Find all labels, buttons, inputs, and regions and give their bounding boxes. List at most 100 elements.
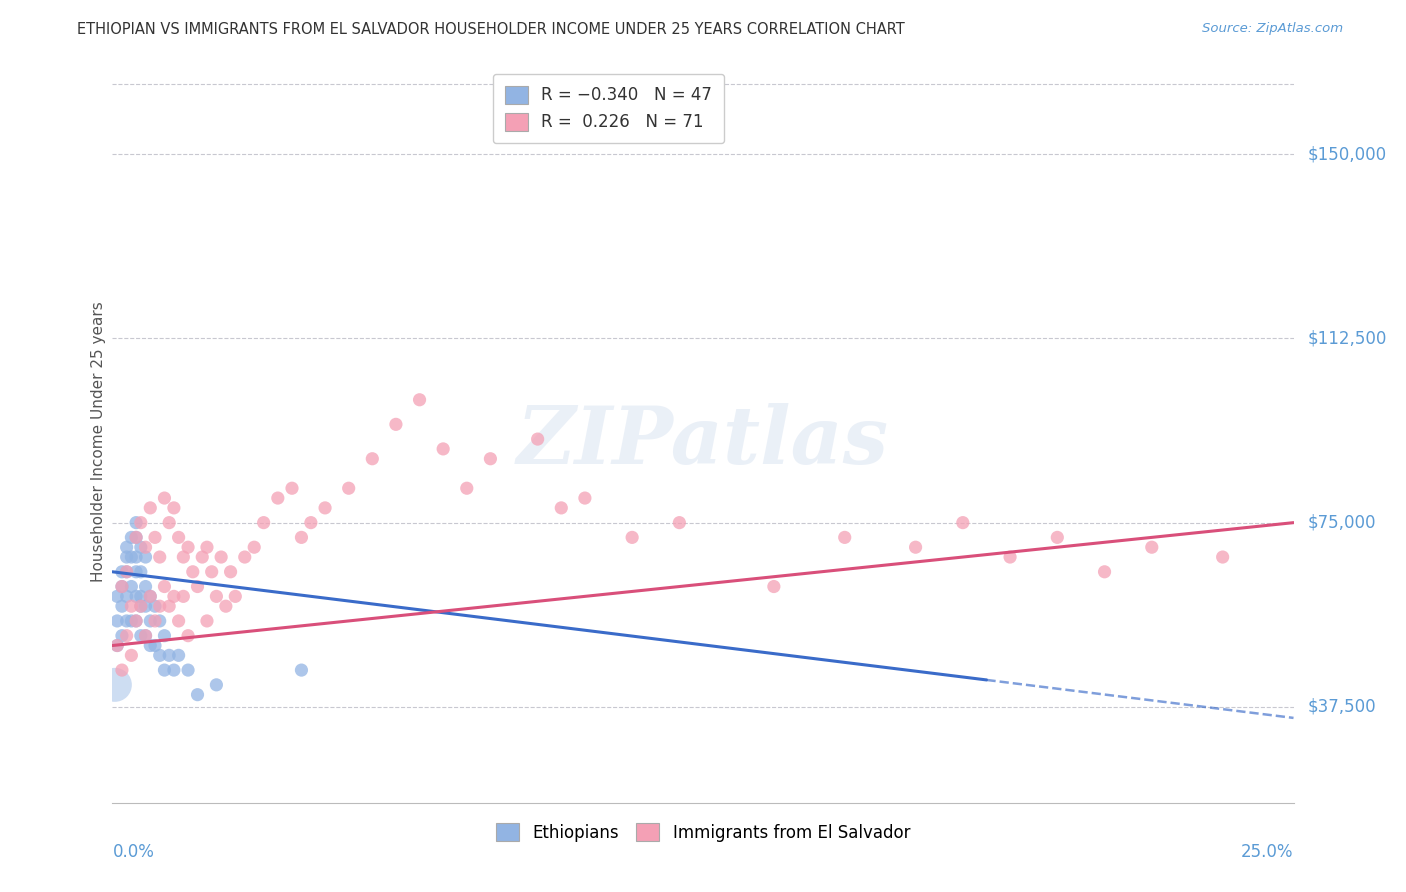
Point (408, 392, 430, 407)
Point (125, 590, 148, 604)
Point (125, 516, 148, 530)
Point (479, 451, 502, 466)
Point (163, 500, 186, 515)
Point (177, 540, 200, 554)
Text: ETHIOPIAN VS IMMIGRANTS FROM EL SALVADOR HOUSEHOLDER INCOME UNDER 25 YEARS CORRE: ETHIOPIAN VS IMMIGRANTS FROM EL SALVADOR… (77, 22, 905, 37)
Point (191, 549, 214, 564)
Point (143, 614, 166, 628)
Point (167, 614, 190, 628)
Point (120, 614, 142, 628)
Point (177, 663, 200, 677)
Point (129, 599, 152, 614)
Point (267, 491, 290, 505)
Point (135, 629, 157, 643)
Point (125, 530, 148, 544)
Point (224, 590, 246, 604)
Point (115, 629, 138, 643)
Point (153, 580, 176, 594)
Text: $37,500: $37,500 (1308, 698, 1376, 716)
Point (115, 540, 138, 554)
Point (120, 599, 142, 614)
Point (290, 530, 312, 544)
Point (115, 614, 138, 628)
Text: $75,000: $75,000 (1308, 514, 1376, 532)
Point (167, 648, 190, 663)
Point (456, 481, 478, 495)
Point (153, 629, 176, 643)
Point (195, 540, 218, 554)
Point (167, 530, 190, 544)
Point (111, 565, 134, 579)
Point (361, 451, 384, 466)
Point (105, 614, 128, 628)
Point (139, 614, 162, 628)
Point (186, 688, 208, 702)
Point (998, 549, 1021, 564)
Point (550, 500, 572, 515)
Point (172, 549, 194, 564)
Point (135, 540, 157, 554)
Point (111, 580, 134, 594)
Point (385, 417, 408, 432)
Point (181, 565, 204, 579)
Point (143, 530, 166, 544)
Point (186, 580, 208, 594)
Point (952, 516, 974, 530)
Point (314, 500, 336, 515)
Point (105, 590, 128, 604)
Point (129, 516, 152, 530)
Point (172, 590, 194, 604)
Point (290, 663, 312, 677)
Point (299, 516, 322, 530)
Point (209, 549, 232, 564)
Point (574, 491, 596, 505)
Point (1212, 549, 1234, 564)
Point (163, 590, 186, 604)
Point (125, 614, 148, 628)
Point (125, 614, 148, 628)
Point (111, 580, 134, 594)
Point (1046, 530, 1069, 544)
Y-axis label: Householder Income Under 25 years: Householder Income Under 25 years (90, 301, 105, 582)
Point (125, 549, 148, 564)
Legend: Ethiopians, Immigrants from El Salvador: Ethiopians, Immigrants from El Salvador (489, 817, 917, 848)
Point (195, 614, 218, 628)
Point (157, 648, 180, 663)
Point (135, 580, 157, 594)
Point (120, 549, 142, 564)
Point (111, 629, 134, 643)
Point (163, 663, 186, 677)
Point (120, 580, 142, 594)
Point (432, 442, 454, 456)
Point (149, 599, 172, 614)
Point (115, 565, 138, 579)
Point (337, 481, 360, 495)
Point (243, 540, 266, 554)
Point (104, 678, 127, 692)
Point (157, 516, 180, 530)
Point (115, 565, 138, 579)
Point (135, 629, 157, 643)
Point (105, 639, 128, 653)
Point (135, 549, 157, 564)
Text: 25.0%: 25.0% (1241, 843, 1294, 861)
Point (125, 530, 148, 544)
Text: Source: ZipAtlas.com: Source: ZipAtlas.com (1202, 22, 1343, 36)
Point (153, 663, 176, 677)
Point (526, 432, 548, 446)
Point (149, 648, 172, 663)
Point (219, 565, 242, 579)
Point (139, 639, 162, 653)
Point (177, 629, 200, 643)
Point (201, 565, 224, 579)
Point (139, 590, 162, 604)
Point (904, 540, 927, 554)
Text: $150,000: $150,000 (1308, 145, 1386, 163)
Point (125, 565, 148, 579)
Point (281, 481, 304, 495)
Point (139, 590, 162, 604)
Point (129, 629, 152, 643)
Point (233, 549, 256, 564)
Text: ZIPatlas: ZIPatlas (517, 403, 889, 480)
Point (129, 540, 152, 554)
